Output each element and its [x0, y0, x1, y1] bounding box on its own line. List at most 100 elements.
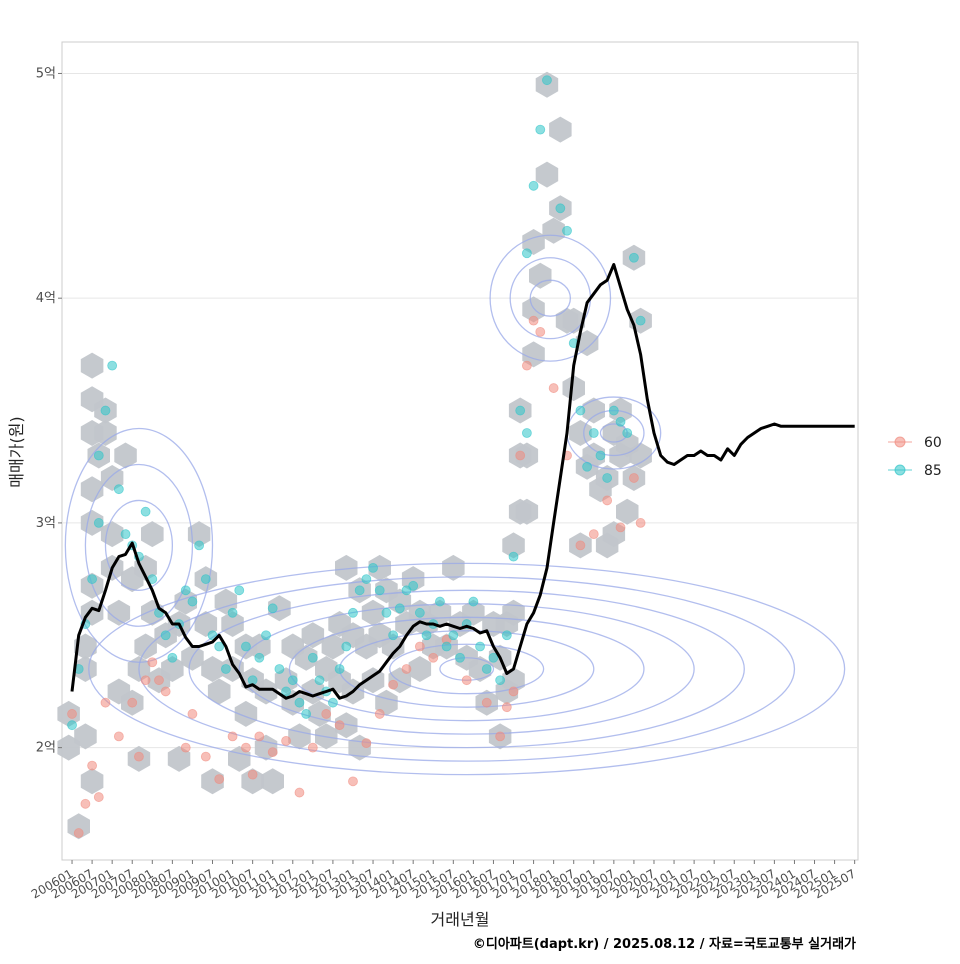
- y-axis-ticks: 2억 3억 4억 5억: [36, 66, 62, 756]
- hex-bin: [187, 521, 211, 548]
- hex-bin: [321, 633, 345, 660]
- hex-bin: [368, 554, 391, 581]
- scatter-point-85: [93, 518, 104, 528]
- scatter-point-85: [401, 585, 412, 596]
- hex-bin: [582, 397, 605, 424]
- scatter-point-60: [428, 652, 439, 663]
- hex-bin: [241, 768, 264, 795]
- hex-bin: [361, 667, 385, 694]
- scatter-point-85: [361, 574, 372, 584]
- density-contour: [389, 643, 545, 695]
- scatter-point-60: [348, 776, 358, 787]
- scatter-point-85: [368, 562, 378, 573]
- scatter-point-85: [455, 652, 465, 663]
- scatter-point-85: [160, 630, 171, 641]
- y-tick-label: 4억: [36, 291, 56, 306]
- scatter-point-60: [73, 828, 84, 838]
- scatter-point-60: [602, 495, 613, 506]
- hex-bin: [335, 554, 358, 581]
- scatter-point-85: [200, 574, 211, 584]
- legend-key-dot: [894, 464, 906, 476]
- scatter-point-85: [307, 652, 318, 663]
- hex-bin: [569, 420, 592, 446]
- scatter-point-60: [388, 679, 399, 690]
- scatter-point-85: [220, 664, 231, 674]
- scatter-point-85: [341, 641, 352, 652]
- scatter-point-60: [180, 742, 191, 753]
- scatter-point-85: [528, 180, 539, 191]
- scatter-point-85: [107, 360, 118, 371]
- hex-bin: [67, 813, 90, 840]
- scatter-point-60: [294, 787, 305, 798]
- hex-bin: [161, 656, 184, 682]
- scatter-point-60: [361, 738, 372, 749]
- hex-bin: [529, 262, 552, 289]
- scatter-point-60: [134, 751, 144, 762]
- hex-bin: [381, 633, 405, 660]
- scatter-point-85: [274, 664, 285, 674]
- point-layer: [67, 75, 646, 838]
- scatter-point-85: [608, 405, 619, 416]
- scatter-point-60: [528, 315, 539, 326]
- density-contour: [84, 463, 194, 627]
- scatter-point-60: [334, 720, 345, 731]
- scatter-point-85: [281, 686, 291, 697]
- scatter-point-85: [521, 428, 532, 438]
- density-contour: [188, 589, 745, 749]
- scatter-point-85: [595, 450, 606, 461]
- scatter-point-85: [334, 664, 345, 674]
- hex-bin: [100, 521, 124, 548]
- legend: 60 85: [888, 435, 942, 479]
- scatter-point-85: [374, 585, 385, 596]
- x-axis-ticks: 2006012006072007012007072008012008072009…: [29, 860, 858, 902]
- scatter-point-85: [93, 450, 104, 461]
- scatter-point-60: [267, 747, 278, 758]
- scatter-point-85: [328, 697, 338, 708]
- scatter-point-85: [508, 551, 519, 562]
- scatter-point-85: [615, 416, 626, 427]
- y-axis-title: 매매가(원): [7, 416, 26, 487]
- scatter-point-60: [127, 697, 138, 708]
- hex-bin: [535, 161, 559, 188]
- scatter-point-85: [314, 675, 325, 686]
- hex-bin: [442, 554, 465, 581]
- scatter-point-60: [247, 769, 258, 780]
- scatter-point-85: [354, 585, 365, 596]
- scatter-point-60: [227, 731, 238, 742]
- scatter-point-85: [475, 641, 485, 652]
- scatter-point-85: [87, 574, 98, 584]
- scatter-point-60: [321, 709, 332, 719]
- scatter-point-60: [515, 450, 526, 461]
- scatter-point-85: [602, 473, 613, 483]
- scatter-point-85: [468, 596, 479, 607]
- scatter-point-85: [535, 124, 546, 135]
- scatter-point-60: [93, 792, 104, 802]
- scatter-point-60: [214, 774, 225, 784]
- scatter-point-60: [100, 697, 111, 708]
- scatter-point-85: [555, 203, 566, 214]
- hex-bin: [207, 678, 231, 705]
- scatter-point-60: [508, 686, 519, 697]
- scatter-point-85: [287, 675, 298, 686]
- scatter-point-85: [67, 720, 77, 731]
- hex-bin: [542, 217, 565, 244]
- scatter-point-85: [542, 75, 552, 86]
- scatter-point-85: [261, 630, 271, 641]
- hex-bin: [74, 656, 97, 682]
- scatter-point-85: [414, 607, 425, 618]
- hex-bin: [254, 678, 278, 705]
- scatter-point-60: [241, 742, 251, 753]
- scatter-point-85: [495, 675, 506, 686]
- scatter-point-85: [635, 315, 646, 326]
- scatter-point-85: [582, 461, 592, 472]
- scatter-point-60: [414, 641, 425, 652]
- scatter-point-85: [167, 652, 178, 663]
- hex-bin: [94, 420, 117, 446]
- y-tick-label: 2억: [36, 741, 56, 756]
- hex-bin: [301, 622, 325, 649]
- hex-bin: [408, 656, 432, 682]
- scatter-point-60: [113, 731, 124, 742]
- scatter-point-60: [461, 675, 472, 686]
- hex-bin: [361, 599, 385, 626]
- scatter-point-85: [267, 603, 278, 614]
